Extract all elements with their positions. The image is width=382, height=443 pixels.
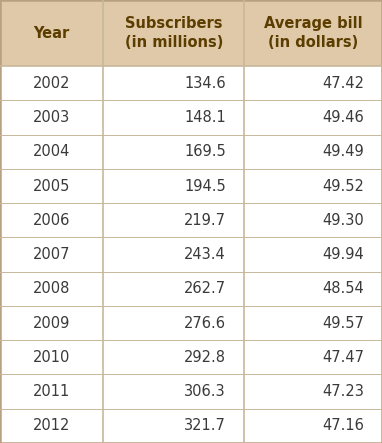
Text: Year: Year [34, 26, 70, 41]
Text: 306.3: 306.3 [184, 384, 226, 399]
Bar [103, 340, 244, 374]
Text: 2009: 2009 [33, 315, 70, 330]
Bar [0, 409, 103, 443]
Text: 47.47: 47.47 [322, 350, 364, 365]
Text: 169.5: 169.5 [184, 144, 226, 159]
Text: 2002: 2002 [33, 76, 70, 91]
Text: 262.7: 262.7 [184, 281, 226, 296]
Bar [103, 169, 244, 203]
Text: 2006: 2006 [33, 213, 70, 228]
Bar [244, 237, 382, 272]
Bar [0, 66, 103, 101]
Bar [244, 66, 382, 101]
Bar [244, 203, 382, 237]
Bar [244, 409, 382, 443]
Text: Subscribers
(in millions): Subscribers (in millions) [125, 16, 223, 50]
Bar [103, 272, 244, 306]
Bar [103, 306, 244, 340]
Text: 2012: 2012 [33, 418, 70, 433]
Bar [0, 169, 103, 203]
Bar [244, 169, 382, 203]
Text: 47.23: 47.23 [322, 384, 364, 399]
Bar [0, 272, 103, 306]
Text: 321.7: 321.7 [184, 418, 226, 433]
Text: 47.16: 47.16 [322, 418, 364, 433]
Text: 49.57: 49.57 [322, 315, 364, 330]
Text: 49.30: 49.30 [323, 213, 364, 228]
Text: 49.49: 49.49 [323, 144, 364, 159]
Text: 194.5: 194.5 [184, 179, 226, 194]
Text: 2005: 2005 [33, 179, 70, 194]
Text: 2007: 2007 [33, 247, 70, 262]
Text: 49.46: 49.46 [323, 110, 364, 125]
Text: 2010: 2010 [33, 350, 70, 365]
Bar [103, 203, 244, 237]
Text: 276.6: 276.6 [184, 315, 226, 330]
Text: 49.94: 49.94 [323, 247, 364, 262]
Bar [244, 101, 382, 135]
Bar [244, 340, 382, 374]
Bar [103, 101, 244, 135]
Bar [0, 374, 103, 409]
Bar [0, 0, 103, 66]
Text: 47.42: 47.42 [322, 76, 364, 91]
Text: Average bill
(in dollars): Average bill (in dollars) [264, 16, 363, 50]
Bar [244, 306, 382, 340]
Text: 292.8: 292.8 [184, 350, 226, 365]
Bar [0, 135, 103, 169]
Text: 2004: 2004 [33, 144, 70, 159]
Text: 2008: 2008 [33, 281, 70, 296]
Bar [244, 374, 382, 409]
Text: 219.7: 219.7 [184, 213, 226, 228]
Bar [103, 374, 244, 409]
Bar [103, 409, 244, 443]
Bar [103, 66, 244, 101]
Bar [0, 237, 103, 272]
Bar [0, 306, 103, 340]
Text: 243.4: 243.4 [184, 247, 226, 262]
Text: 2003: 2003 [33, 110, 70, 125]
Bar [244, 0, 382, 66]
Bar [0, 340, 103, 374]
Text: 148.1: 148.1 [184, 110, 226, 125]
Bar [103, 237, 244, 272]
Text: 2011: 2011 [33, 384, 70, 399]
Text: 48.54: 48.54 [323, 281, 364, 296]
Bar [0, 101, 103, 135]
Bar [244, 272, 382, 306]
Bar [0, 203, 103, 237]
Bar [244, 135, 382, 169]
Text: 134.6: 134.6 [184, 76, 226, 91]
Bar [103, 0, 244, 66]
Text: 49.52: 49.52 [322, 179, 364, 194]
Bar [103, 135, 244, 169]
